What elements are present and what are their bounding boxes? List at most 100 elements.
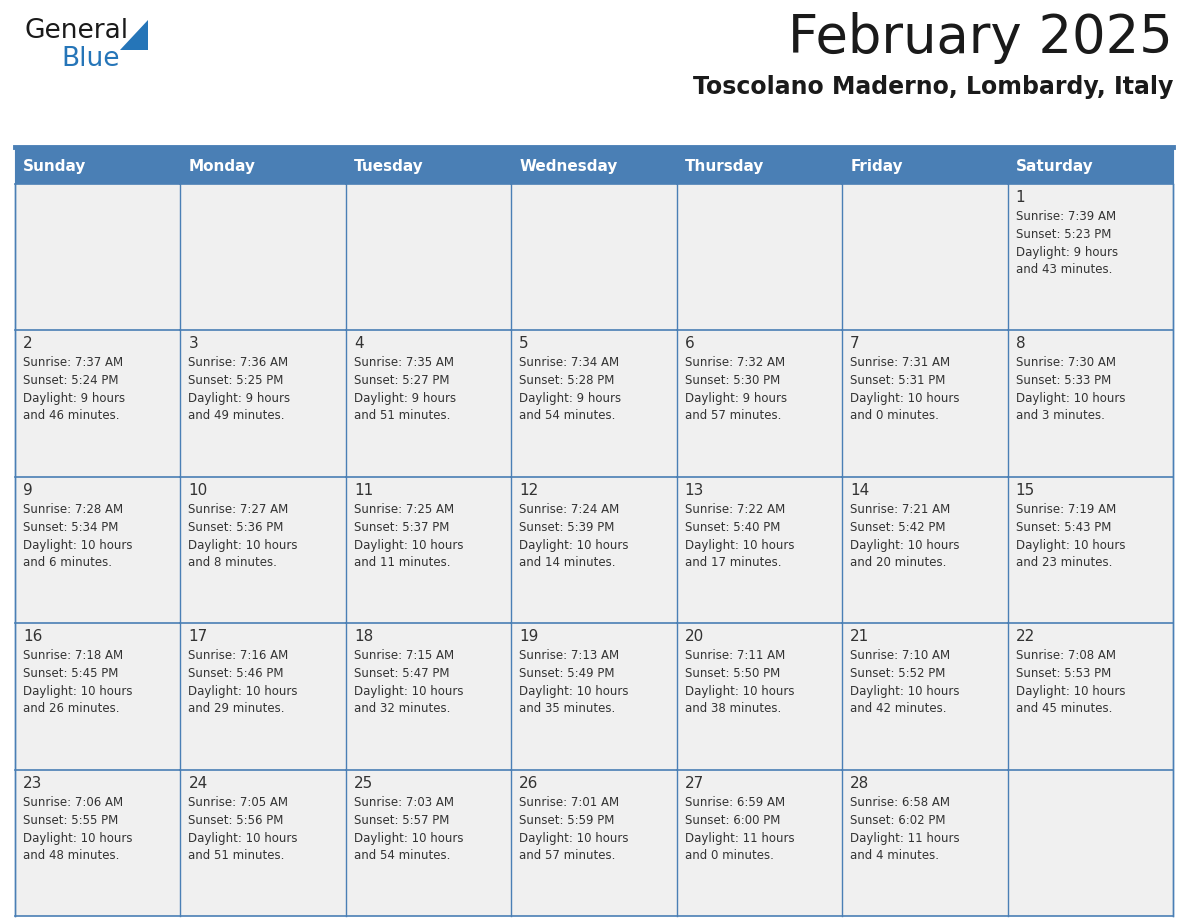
Text: Sunrise: 7:25 AM: Sunrise: 7:25 AM [354, 503, 454, 516]
Text: 21: 21 [851, 629, 870, 644]
Text: Sunrise: 7:32 AM: Sunrise: 7:32 AM [684, 356, 785, 369]
Text: Daylight: 9 hours
and 43 minutes.: Daylight: 9 hours and 43 minutes. [1016, 246, 1118, 276]
Text: Sunset: 5:28 PM: Sunset: 5:28 PM [519, 375, 614, 387]
Text: Sunset: 5:34 PM: Sunset: 5:34 PM [23, 521, 119, 533]
Text: Daylight: 10 hours
and 48 minutes.: Daylight: 10 hours and 48 minutes. [23, 832, 133, 862]
Bar [346, 184, 511, 330]
Text: Sunset: 5:37 PM: Sunset: 5:37 PM [354, 521, 449, 533]
Text: Sunset: 5:40 PM: Sunset: 5:40 PM [684, 521, 781, 533]
Bar [842, 769, 1007, 916]
Bar [1007, 330, 1173, 476]
Text: Tuesday: Tuesday [354, 159, 424, 174]
Text: General: General [25, 18, 129, 44]
Text: Sunrise: 7:21 AM: Sunrise: 7:21 AM [851, 503, 950, 516]
Bar [15, 769, 181, 916]
Text: 28: 28 [851, 776, 870, 790]
Text: Sunrise: 7:22 AM: Sunrise: 7:22 AM [684, 503, 785, 516]
Text: 11: 11 [354, 483, 373, 498]
Text: 7: 7 [851, 336, 860, 352]
Text: Daylight: 10 hours
and 57 minutes.: Daylight: 10 hours and 57 minutes. [519, 832, 628, 862]
Bar [511, 623, 677, 769]
Text: Daylight: 10 hours
and 23 minutes.: Daylight: 10 hours and 23 minutes. [1016, 539, 1125, 569]
Text: Sunrise: 7:39 AM: Sunrise: 7:39 AM [1016, 210, 1116, 223]
Bar [346, 623, 511, 769]
Text: Thursday: Thursday [684, 159, 764, 174]
Text: Daylight: 10 hours
and 8 minutes.: Daylight: 10 hours and 8 minutes. [189, 539, 298, 569]
Bar [346, 476, 511, 623]
Bar [346, 769, 511, 916]
Bar [181, 330, 346, 476]
Bar [181, 184, 346, 330]
Text: Sunset: 5:31 PM: Sunset: 5:31 PM [851, 375, 946, 387]
Bar [511, 330, 677, 476]
Text: Blue: Blue [61, 46, 120, 72]
Text: Sunrise: 7:06 AM: Sunrise: 7:06 AM [23, 796, 124, 809]
Bar [511, 769, 677, 916]
Bar [511, 148, 677, 184]
Text: Sunset: 5:55 PM: Sunset: 5:55 PM [23, 813, 119, 826]
Text: Sunrise: 6:59 AM: Sunrise: 6:59 AM [684, 796, 785, 809]
Bar [677, 184, 842, 330]
Text: Sunrise: 7:19 AM: Sunrise: 7:19 AM [1016, 503, 1116, 516]
Text: Sunrise: 7:15 AM: Sunrise: 7:15 AM [354, 649, 454, 662]
Text: Sunrise: 7:37 AM: Sunrise: 7:37 AM [23, 356, 124, 369]
Text: Sunset: 5:52 PM: Sunset: 5:52 PM [851, 667, 946, 680]
Text: Sunrise: 6:58 AM: Sunrise: 6:58 AM [851, 796, 950, 809]
Text: Sunrise: 7:24 AM: Sunrise: 7:24 AM [519, 503, 619, 516]
Text: Sunset: 5:42 PM: Sunset: 5:42 PM [851, 521, 946, 533]
Text: 10: 10 [189, 483, 208, 498]
Text: Daylight: 10 hours
and 17 minutes.: Daylight: 10 hours and 17 minutes. [684, 539, 795, 569]
Text: Sunrise: 7:31 AM: Sunrise: 7:31 AM [851, 356, 950, 369]
Text: 27: 27 [684, 776, 704, 790]
Text: 19: 19 [519, 629, 538, 644]
Text: Sunset: 5:46 PM: Sunset: 5:46 PM [189, 667, 284, 680]
Text: 8: 8 [1016, 336, 1025, 352]
Bar [677, 623, 842, 769]
Text: Daylight: 10 hours
and 54 minutes.: Daylight: 10 hours and 54 minutes. [354, 832, 463, 862]
Bar [677, 330, 842, 476]
Text: 12: 12 [519, 483, 538, 498]
Text: Sunrise: 7:28 AM: Sunrise: 7:28 AM [23, 503, 124, 516]
Text: 6: 6 [684, 336, 695, 352]
Text: Toscolano Maderno, Lombardy, Italy: Toscolano Maderno, Lombardy, Italy [693, 75, 1173, 99]
Text: Wednesday: Wednesday [519, 159, 618, 174]
Text: Sunrise: 7:05 AM: Sunrise: 7:05 AM [189, 796, 289, 809]
Text: Sunrise: 7:10 AM: Sunrise: 7:10 AM [851, 649, 950, 662]
Bar [346, 148, 511, 184]
Text: 3: 3 [189, 336, 198, 352]
Bar [677, 148, 842, 184]
Text: Daylight: 10 hours
and 45 minutes.: Daylight: 10 hours and 45 minutes. [1016, 685, 1125, 715]
Text: Sunset: 5:23 PM: Sunset: 5:23 PM [1016, 228, 1111, 241]
Text: Sunrise: 7:36 AM: Sunrise: 7:36 AM [189, 356, 289, 369]
Text: Daylight: 10 hours
and 29 minutes.: Daylight: 10 hours and 29 minutes. [189, 685, 298, 715]
Text: Sunrise: 7:16 AM: Sunrise: 7:16 AM [189, 649, 289, 662]
Text: Sunrise: 7:18 AM: Sunrise: 7:18 AM [23, 649, 124, 662]
Text: 2: 2 [23, 336, 32, 352]
Text: Daylight: 10 hours
and 0 minutes.: Daylight: 10 hours and 0 minutes. [851, 392, 960, 422]
Bar [511, 184, 677, 330]
Bar [1007, 184, 1173, 330]
Text: Sunset: 5:30 PM: Sunset: 5:30 PM [684, 375, 781, 387]
Text: Daylight: 10 hours
and 14 minutes.: Daylight: 10 hours and 14 minutes. [519, 539, 628, 569]
Text: Sunset: 6:02 PM: Sunset: 6:02 PM [851, 813, 946, 826]
Bar [842, 623, 1007, 769]
Bar [842, 330, 1007, 476]
Bar [842, 184, 1007, 330]
Text: Sunset: 5:57 PM: Sunset: 5:57 PM [354, 813, 449, 826]
Text: Saturday: Saturday [1016, 159, 1093, 174]
Text: 9: 9 [23, 483, 33, 498]
Bar [15, 476, 181, 623]
Text: 20: 20 [684, 629, 704, 644]
Text: Daylight: 10 hours
and 51 minutes.: Daylight: 10 hours and 51 minutes. [189, 832, 298, 862]
Text: Daylight: 11 hours
and 0 minutes.: Daylight: 11 hours and 0 minutes. [684, 832, 795, 862]
Text: Sunset: 5:47 PM: Sunset: 5:47 PM [354, 667, 449, 680]
Bar [15, 148, 181, 184]
Text: Daylight: 11 hours
and 4 minutes.: Daylight: 11 hours and 4 minutes. [851, 832, 960, 862]
Text: 25: 25 [354, 776, 373, 790]
Text: Daylight: 10 hours
and 32 minutes.: Daylight: 10 hours and 32 minutes. [354, 685, 463, 715]
Bar [511, 476, 677, 623]
Text: Sunset: 5:36 PM: Sunset: 5:36 PM [189, 521, 284, 533]
Text: 18: 18 [354, 629, 373, 644]
Bar [1007, 769, 1173, 916]
Text: Sunrise: 7:01 AM: Sunrise: 7:01 AM [519, 796, 619, 809]
